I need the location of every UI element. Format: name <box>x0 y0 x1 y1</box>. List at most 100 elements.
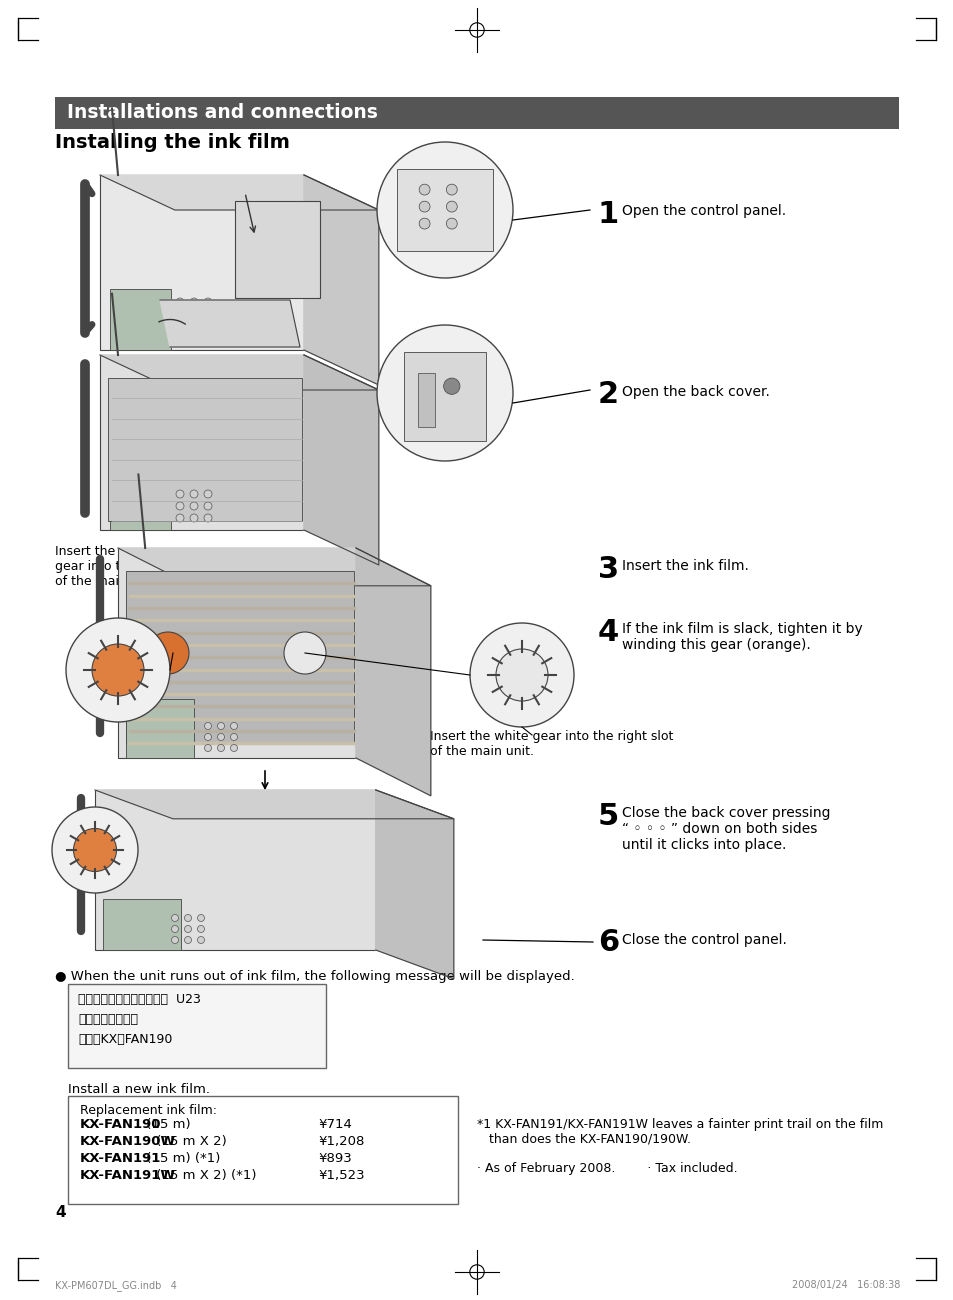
FancyBboxPatch shape <box>108 378 301 521</box>
Circle shape <box>418 218 430 229</box>
Text: 5: 5 <box>598 802 618 831</box>
FancyBboxPatch shape <box>126 571 354 744</box>
Text: Close the control panel.: Close the control panel. <box>621 933 786 946</box>
Circle shape <box>197 914 204 922</box>
Circle shape <box>184 936 192 944</box>
Circle shape <box>52 807 138 893</box>
Text: 交換してください: 交換してください <box>78 1013 138 1026</box>
Circle shape <box>204 723 212 729</box>
Text: Installing the ink film: Installing the ink film <box>55 133 290 152</box>
FancyBboxPatch shape <box>397 169 492 251</box>
Text: Insert the ink film.: Insert the ink film. <box>621 559 748 573</box>
Circle shape <box>190 514 198 523</box>
Circle shape <box>204 309 212 318</box>
Circle shape <box>204 322 212 330</box>
FancyBboxPatch shape <box>68 984 326 1069</box>
Text: 品番：KX－FAN190: 品番：KX－FAN190 <box>78 1034 172 1046</box>
Circle shape <box>175 322 184 330</box>
Circle shape <box>147 632 189 673</box>
Circle shape <box>66 618 170 722</box>
Circle shape <box>217 723 224 729</box>
Text: KX-FAN190: KX-FAN190 <box>80 1118 161 1131</box>
Polygon shape <box>160 300 299 347</box>
Text: ¥1,208: ¥1,208 <box>317 1135 364 1148</box>
Text: KX-FAN190W: KX-FAN190W <box>80 1135 176 1148</box>
Text: 1: 1 <box>598 200 618 229</box>
Circle shape <box>184 914 192 922</box>
Circle shape <box>204 745 212 751</box>
Circle shape <box>175 334 184 342</box>
Text: than does the KX-FAN190/190W.: than does the KX-FAN190/190W. <box>476 1134 690 1147</box>
Text: Close the back cover pressing
“ ◦ ◦ ◦ ” down on both sides
until it clicks into : Close the back cover pressing “ ◦ ◦ ◦ ” … <box>621 806 830 853</box>
Text: Installations and connections: Installations and connections <box>67 104 377 122</box>
Circle shape <box>204 502 212 510</box>
Circle shape <box>496 649 547 701</box>
FancyBboxPatch shape <box>100 176 304 350</box>
Text: Open the back cover.: Open the back cover. <box>621 385 769 399</box>
Text: Open the control panel.: Open the control panel. <box>621 204 785 218</box>
Circle shape <box>190 490 198 498</box>
Circle shape <box>204 514 212 523</box>
Text: · As of February 2008.        · Tax included.: · As of February 2008. · Tax included. <box>476 1162 737 1175</box>
Circle shape <box>418 202 430 212</box>
Text: ¥1,523: ¥1,523 <box>317 1169 364 1182</box>
Text: (15 m) (*1): (15 m) (*1) <box>142 1152 220 1165</box>
Polygon shape <box>118 549 431 586</box>
Circle shape <box>190 334 198 342</box>
FancyBboxPatch shape <box>95 790 375 950</box>
Circle shape <box>184 926 192 932</box>
Text: If the ink film is slack, tighten it by
winding this gear (orange).: If the ink film is slack, tighten it by … <box>621 621 862 653</box>
Circle shape <box>446 202 456 212</box>
Polygon shape <box>375 790 454 979</box>
FancyBboxPatch shape <box>234 202 319 298</box>
Circle shape <box>231 723 237 729</box>
Circle shape <box>204 334 212 342</box>
FancyBboxPatch shape <box>404 352 485 441</box>
Text: ¥714: ¥714 <box>317 1118 352 1131</box>
Text: 3: 3 <box>598 555 618 584</box>
Circle shape <box>190 309 198 318</box>
Circle shape <box>172 926 178 932</box>
Circle shape <box>175 502 184 510</box>
Circle shape <box>204 490 212 498</box>
Text: 2008/01/24   16:08:38: 2008/01/24 16:08:38 <box>791 1280 899 1290</box>
Circle shape <box>175 490 184 498</box>
FancyBboxPatch shape <box>110 289 171 350</box>
FancyBboxPatch shape <box>110 469 171 530</box>
Circle shape <box>446 185 456 195</box>
Circle shape <box>376 142 513 278</box>
Text: 6: 6 <box>598 928 618 957</box>
Circle shape <box>197 926 204 932</box>
Polygon shape <box>95 790 454 819</box>
FancyBboxPatch shape <box>103 898 181 950</box>
Circle shape <box>231 733 237 741</box>
Text: KX-PM607DL_GG.indb   4: KX-PM607DL_GG.indb 4 <box>55 1280 176 1291</box>
Text: (15 m X 2): (15 m X 2) <box>152 1135 227 1148</box>
Text: ● When the unit runs out of ink film, the following message will be displayed.: ● When the unit runs out of ink film, th… <box>55 970 574 983</box>
Circle shape <box>91 644 144 696</box>
Text: フィルムがなくなりました  U23: フィルムがなくなりました U23 <box>78 993 201 1006</box>
Circle shape <box>217 733 224 741</box>
Circle shape <box>197 936 204 944</box>
Circle shape <box>175 309 184 318</box>
Circle shape <box>470 623 574 727</box>
Circle shape <box>172 936 178 944</box>
Circle shape <box>418 185 430 195</box>
Circle shape <box>175 514 184 523</box>
Circle shape <box>204 298 212 305</box>
Text: (15 m X 2) (*1): (15 m X 2) (*1) <box>152 1169 256 1182</box>
Text: Insert the orange
gear into the left slot
of the main unit.: Insert the orange gear into the left slo… <box>55 545 187 588</box>
Text: Insert the white gear into the right slot
of the main unit.: Insert the white gear into the right slo… <box>430 731 673 758</box>
FancyBboxPatch shape <box>126 699 193 758</box>
Circle shape <box>175 298 184 305</box>
Circle shape <box>217 745 224 751</box>
Text: ¥893: ¥893 <box>317 1152 352 1165</box>
Circle shape <box>204 733 212 741</box>
Circle shape <box>172 914 178 922</box>
Circle shape <box>446 218 456 229</box>
Polygon shape <box>355 549 431 796</box>
Text: 4: 4 <box>598 618 618 647</box>
Text: Install a new ink film.: Install a new ink film. <box>68 1083 210 1096</box>
Circle shape <box>231 745 237 751</box>
Circle shape <box>443 378 459 394</box>
